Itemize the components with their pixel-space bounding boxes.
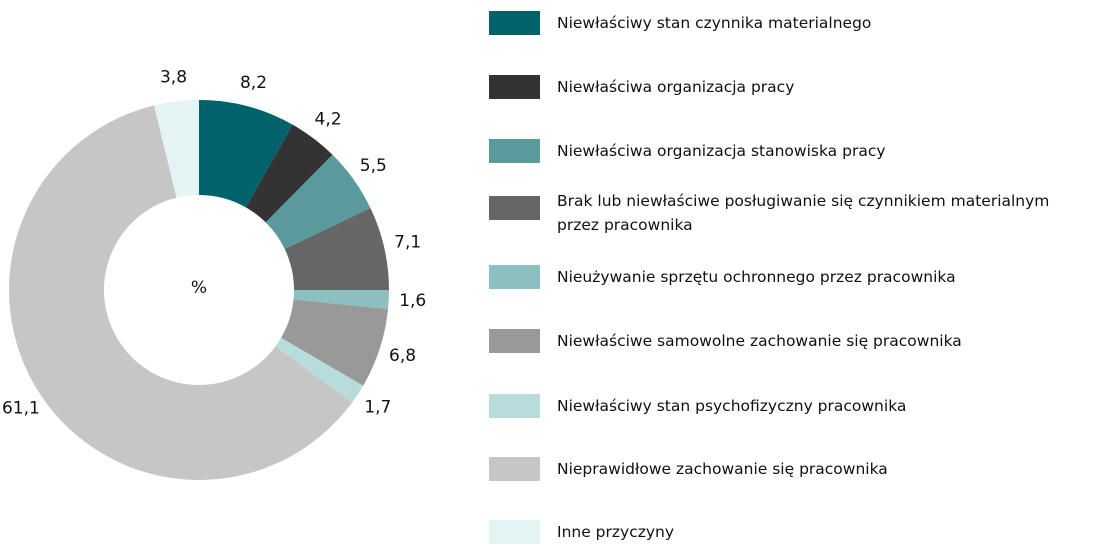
legend-swatch: [489, 394, 540, 418]
donut-slice: [284, 208, 389, 290]
legend-item: Brak lub niewłaściwe posługiwanie się cz…: [489, 189, 1092, 237]
data-label: 7,1: [394, 233, 421, 253]
legend-label: Inne przyczyny: [557, 523, 675, 541]
donut-slice: [154, 100, 199, 198]
data-label: 8,2: [240, 73, 267, 93]
legend-swatch: [489, 11, 540, 35]
data-label: 1,7: [364, 397, 391, 417]
legend-swatch: [489, 520, 540, 544]
donut-slice: [199, 100, 293, 208]
legend-swatch: [489, 457, 540, 481]
legend-item: Niewłaściwe samowolne zachowanie się pra…: [489, 329, 1092, 353]
legend-label: Brak lub niewłaściwe posługiwanie się cz…: [557, 192, 1050, 234]
legend-swatch: [489, 75, 540, 99]
legend-label: Niewłaściwa organizacja stanowiska pracy: [557, 142, 886, 160]
donut-slice: [245, 124, 333, 223]
legend-item: Niewłaściwy stan czynnika materialnego: [489, 11, 1092, 35]
data-label: 3,8: [160, 68, 187, 88]
donut-slice: [281, 299, 389, 386]
chart: % 8,2 4,2 5,5 7,1 1,6 6,8 1,7 61,1 3,8: [2, 68, 426, 481]
data-label: 61,1: [2, 399, 40, 419]
legend-label: Niewłaściwy stan psychofizyczny pracowni…: [557, 397, 907, 415]
legend-swatch: [489, 265, 540, 289]
legend-item: Niewłaściwa organizacja stanowiska pracy: [489, 139, 1092, 163]
legend-item: Nieprawidłowe zachowanie się pracownika: [489, 457, 1092, 481]
data-label: 4,2: [315, 109, 342, 129]
data-label: 1,6: [399, 291, 426, 311]
legend-swatch: [489, 139, 540, 163]
legend-item: Niewłaściwa organizacja pracy: [489, 75, 1092, 99]
center-label: %: [191, 278, 207, 298]
legend-swatch: [489, 196, 540, 220]
legend-item: Nieużywanie sprzętu ochronnego przez pra…: [489, 265, 1092, 289]
donut-slice: [275, 337, 364, 403]
donut-slice: [293, 290, 389, 310]
legend-label: Niewłaściwy stan czynnika materialnego: [557, 14, 872, 32]
donut-slice: [8, 105, 353, 481]
data-label: 6,8: [389, 346, 416, 366]
legend-item: Niewłaściwy stan psychofizyczny pracowni…: [489, 394, 1092, 418]
legend-swatch: [489, 329, 540, 353]
legend-item: Inne przyczyny: [489, 520, 1092, 544]
legend-label: Nieużywanie sprzętu ochronnego przez pra…: [557, 268, 956, 286]
donut-slice: [265, 154, 371, 250]
data-label: 5,5: [360, 156, 387, 176]
legend-label: Niewłaściwa organizacja pracy: [557, 78, 795, 96]
legend-label: Nieprawidłowe zachowanie się pracownika: [557, 460, 888, 478]
legend-label: Niewłaściwe samowolne zachowanie się pra…: [557, 332, 962, 350]
